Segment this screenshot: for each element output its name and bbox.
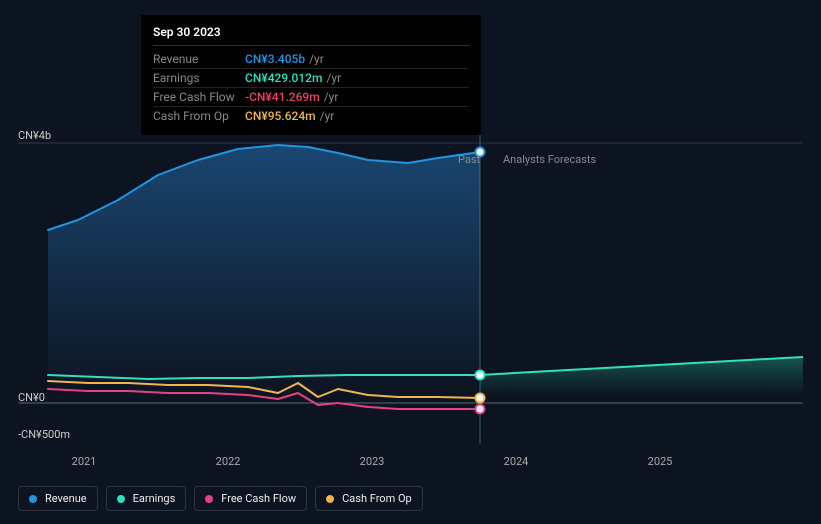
legend-swatch [29, 495, 37, 503]
tooltip-row-value: CN¥95.624m [245, 109, 316, 123]
past-label: Past [458, 153, 480, 166]
legend: Revenue Earnings Free Cash Flow Cash From O… [18, 486, 423, 511]
legend-label: Revenue [45, 492, 87, 505]
y-axis-label: -CN¥500m [18, 428, 70, 441]
tooltip-date: Sep 30 2023 [153, 25, 469, 46]
x-axis-label: 2022 [216, 455, 241, 468]
legend-item-earnings[interactable]: Earnings [106, 486, 187, 511]
tooltip-row: EarningsCN¥429.012m/yr [153, 69, 469, 88]
legend-item-revenue[interactable]: Revenue [18, 486, 98, 511]
legend-item-cash-from-op[interactable]: Cash From Op [315, 486, 423, 511]
tooltip-row-unit: /yr [324, 90, 339, 104]
tooltip: Sep 30 2023 RevenueCN¥3.405b/yrEarningsC… [141, 15, 481, 135]
chart-area[interactable]: CN¥4bCN¥0-CN¥500m 20212022202320242025 P… [18, 125, 803, 445]
tooltip-row-label: Earnings [153, 71, 245, 85]
y-axis-label: CN¥0 [18, 391, 45, 404]
legend-item-free-cash-flow[interactable]: Free Cash Flow [194, 486, 307, 511]
tooltip-row-value: CN¥3.405b [245, 52, 305, 66]
tooltip-row-value: -CN¥41.269m [245, 90, 320, 104]
forecast-label: Analysts Forecasts [503, 153, 596, 166]
y-axis-label: CN¥4b [18, 129, 51, 142]
legend-swatch [326, 495, 334, 503]
legend-label: Earnings [133, 492, 176, 505]
tooltip-row-label: Free Cash Flow [153, 90, 245, 104]
legend-label: Cash From Op [342, 492, 412, 505]
tooltip-row: RevenueCN¥3.405b/yr [153, 50, 469, 69]
legend-label: Free Cash Flow [221, 492, 296, 505]
chart-svg [18, 125, 803, 485]
tooltip-row-label: Revenue [153, 52, 245, 66]
tooltip-row: Cash From OpCN¥95.624m/yr [153, 107, 469, 125]
tooltip-row: Free Cash Flow-CN¥41.269m/yr [153, 88, 469, 107]
x-axis-label: 2023 [360, 455, 385, 468]
tooltip-row-unit: /yr [309, 52, 324, 66]
tooltip-row-label: Cash From Op [153, 109, 245, 123]
legend-swatch [205, 495, 213, 503]
x-axis-label: 2021 [72, 455, 97, 468]
x-axis-label: 2024 [504, 455, 529, 468]
legend-swatch [117, 495, 125, 503]
tooltip-row-value: CN¥429.012m [245, 71, 322, 85]
tooltip-row-unit: /yr [326, 71, 341, 85]
tooltip-row-unit: /yr [320, 109, 335, 123]
x-axis-label: 2025 [648, 455, 673, 468]
